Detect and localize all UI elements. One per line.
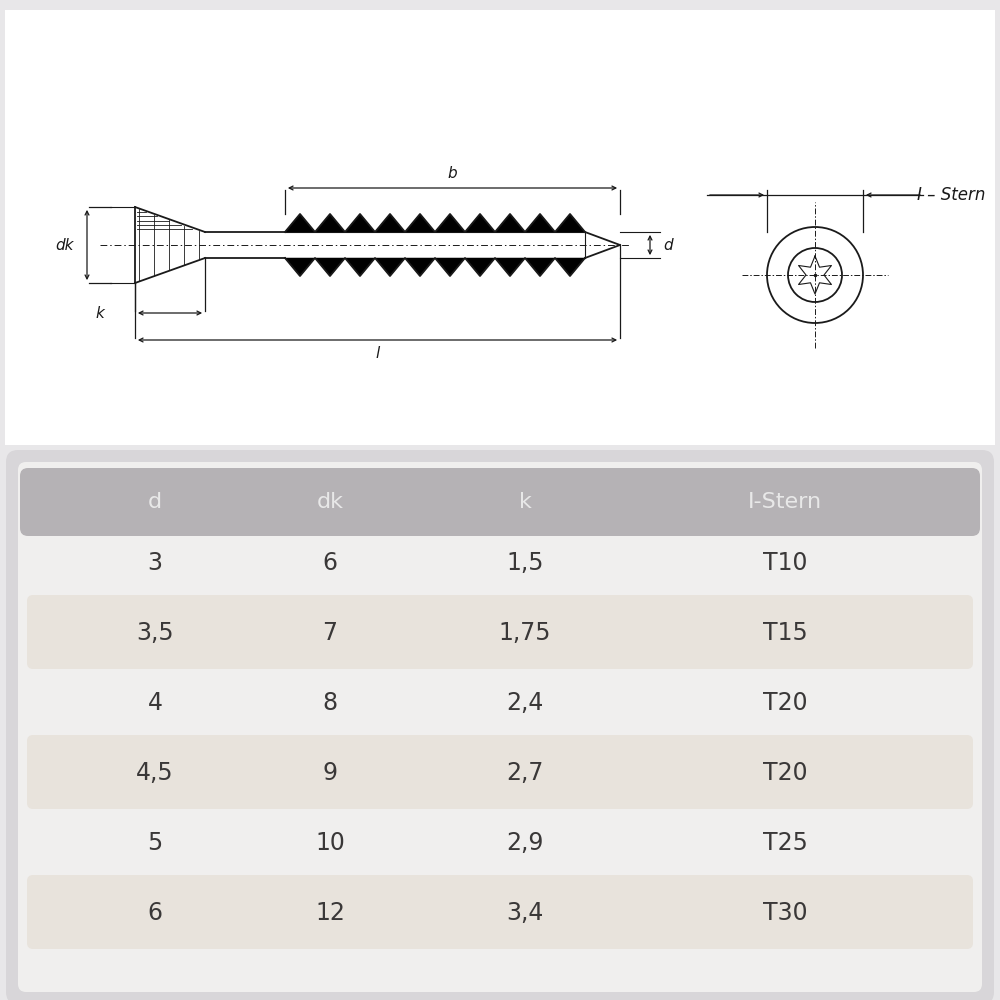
Text: T25: T25: [763, 831, 807, 855]
Text: T10: T10: [763, 551, 807, 575]
Text: k: k: [519, 492, 531, 512]
Polygon shape: [315, 258, 345, 276]
Text: T20: T20: [763, 761, 807, 785]
Text: l: l: [375, 347, 380, 361]
Polygon shape: [525, 258, 555, 276]
Text: d: d: [148, 492, 162, 512]
Polygon shape: [345, 214, 375, 232]
Text: 2,4: 2,4: [506, 691, 544, 715]
Polygon shape: [375, 258, 405, 276]
FancyBboxPatch shape: [6, 450, 994, 1000]
Text: b: b: [448, 166, 457, 182]
Text: 3,4: 3,4: [506, 901, 544, 925]
Text: 10: 10: [315, 831, 345, 855]
Text: 12: 12: [315, 901, 345, 925]
Text: 6: 6: [322, 551, 338, 575]
FancyBboxPatch shape: [27, 735, 973, 809]
Polygon shape: [315, 214, 345, 232]
FancyBboxPatch shape: [18, 462, 982, 992]
Polygon shape: [525, 214, 555, 232]
FancyBboxPatch shape: [20, 468, 980, 536]
Text: k: k: [96, 306, 104, 320]
Text: 6: 6: [148, 901, 162, 925]
Polygon shape: [285, 258, 315, 276]
Polygon shape: [435, 258, 465, 276]
Polygon shape: [495, 214, 525, 232]
Text: 9: 9: [322, 761, 338, 785]
Text: 2,7: 2,7: [506, 761, 544, 785]
Text: 3,5: 3,5: [136, 621, 174, 645]
Text: T15: T15: [763, 621, 807, 645]
Text: 3: 3: [148, 551, 162, 575]
Text: T30: T30: [763, 901, 807, 925]
Text: dk: dk: [316, 492, 344, 512]
Text: 4,5: 4,5: [136, 761, 174, 785]
Polygon shape: [555, 258, 585, 276]
FancyBboxPatch shape: [27, 595, 973, 669]
Polygon shape: [375, 214, 405, 232]
Polygon shape: [435, 214, 465, 232]
FancyBboxPatch shape: [27, 875, 973, 949]
Polygon shape: [495, 258, 525, 276]
Polygon shape: [345, 258, 375, 276]
Text: T20: T20: [763, 691, 807, 715]
Text: 1,5: 1,5: [506, 551, 544, 575]
Polygon shape: [465, 214, 495, 232]
Text: I-Stern: I-Stern: [748, 492, 822, 512]
Text: 2,9: 2,9: [506, 831, 544, 855]
Text: dk: dk: [56, 237, 74, 252]
Polygon shape: [555, 214, 585, 232]
Text: 8: 8: [322, 691, 338, 715]
Polygon shape: [405, 214, 435, 232]
Polygon shape: [465, 258, 495, 276]
Polygon shape: [405, 258, 435, 276]
Text: 4: 4: [148, 691, 162, 715]
Text: I – Stern: I – Stern: [917, 186, 985, 204]
Text: 1,75: 1,75: [499, 621, 551, 645]
FancyBboxPatch shape: [5, 10, 995, 445]
Text: d: d: [663, 237, 673, 252]
Text: 7: 7: [322, 621, 338, 645]
Text: 5: 5: [147, 831, 163, 855]
Polygon shape: [285, 214, 315, 232]
